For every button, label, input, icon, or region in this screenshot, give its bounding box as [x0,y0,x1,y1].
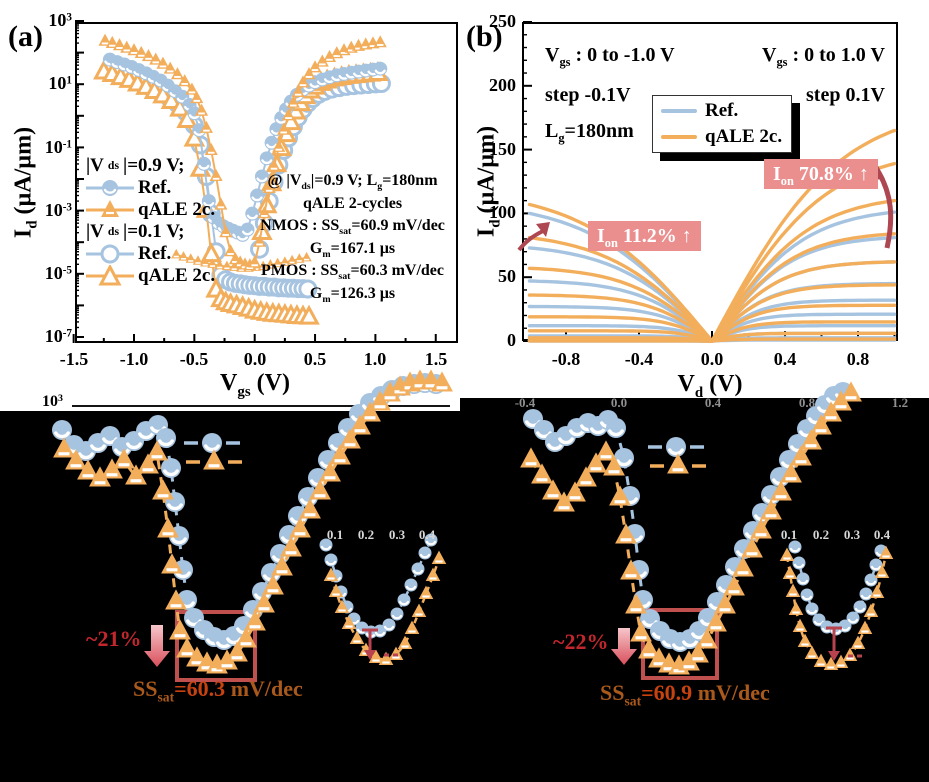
ss-sub: sat [624,693,642,709]
panel-a-xtick: 1.0 [363,349,387,369]
legend-item-label: qALE 2c. [138,265,216,286]
panel-a-ytick: 103 [48,10,72,30]
legend-item-ref: Ref. [661,100,783,122]
panel-c-reduction-label: ~21% [86,626,142,651]
legend-item-ref-09: Ref. [86,177,215,199]
legend-item-qale-01: qALE 2c. [86,265,215,287]
filled-triangle-marker-icon [86,200,134,217]
panel-a-xtick: 0.5 [303,349,327,369]
panel-d-remnant-xtick: 1.2 [891,395,909,410]
legend-group-vds01: |V ds |=0.1 V; [86,221,185,242]
ref-line-swatch-icon [661,109,697,113]
ss-prefix: SS [133,676,158,701]
panel-a-legend: |V ds |=0.9 V; Ref. qALE 2c. |V ds |=0.1 V; … [86,155,215,287]
panel-d-reduction-label: ~22% [553,629,609,654]
panel-c-remnant-ytick: 103 [42,393,63,410]
ion-gain-badge-nmos: Ion 70.8% ↑ [764,159,878,189]
ss-prefix: SS [600,680,625,705]
qale-line-swatch-icon [661,135,697,139]
panel-a-ytick: 10-7 [44,326,72,346]
panel-b-xtick: -0.8 [551,349,581,369]
panel-a-xtick: -1.0 [119,349,149,369]
legend-group-vds09: |V ds |=0.9 V; [86,155,185,176]
ss-value: =60.3 [174,676,226,701]
legend-item-qale: qALE 2c. [661,126,783,148]
legend-item-label: Ref. [138,243,172,264]
annotation-line: PMOS : SSsat=60.3 mV/dec [261,262,444,282]
panel-b-sweep-left: Vgs : 0 to -1.0 V [545,44,675,69]
open-triangle-marker-icon [86,265,134,286]
panel-a-xtick: 1.5 [424,349,448,369]
panel-c-inset-xtick: 0.2 [357,527,375,542]
panel-c-inset-xtick: 0.3 [388,527,406,542]
panel-a-x-axis-label: Vgs (V) [220,370,290,400]
panel-b-ytick: 100 [489,202,516,222]
panel-a-label: (a) [8,20,43,53]
panel-b-sweep-right: Vgs : 0 to 1.0 V [762,44,885,69]
panel-b-ytick: 250 [489,11,516,31]
panel-a-xtick: -0.5 [179,349,209,369]
panel-b-xtick: 0.8 [846,349,870,369]
legend-item-label: Ref. [138,177,172,198]
panel-d-remnant-xtick: 0.8 [798,395,816,410]
legend-item-qale-09: qALE 2c. [86,199,215,221]
panel-b-x-axis-label: Vd (V) [677,371,743,401]
panel-a-annotation: @ |Vds|=0.9 V; Lg=180nm qALE 2-cycles NM… [245,170,460,305]
panel-a-ytick: 10-5 [44,263,72,283]
annotation-line: Gm=126.3 µs [309,284,396,305]
panel-d-remnant-xtick: 0.4 [704,395,722,410]
panel-b-legend: Ref. qALE 2c. [652,95,792,153]
panel-a-ytick: 10-1 [44,137,72,157]
panel-a-xtick: -1.5 [59,349,89,369]
annotation-line: @ |Vds|=0.9 V; Lg=180nm [267,172,438,192]
legend-item-ref-01: Ref. [86,243,215,265]
panel-d-inset-xtick: 0.2 [812,527,830,542]
annotation-line: qALE 2-cycles [302,194,403,212]
panel-d-inset-xtick: 0.4 [873,527,891,542]
panel-c-inset-xtick: 0.4 [418,527,436,542]
panel-b-ytick: 200 [489,75,516,95]
panel-d-remnant-xtick: 0.0 [610,395,628,410]
panel-a-xtick: 0.0 [243,349,267,369]
panel-c-ss-label: SSsat=60.3 mV/dec [133,676,303,705]
panel-a-ytick: 101 [48,73,72,93]
panel-b-xtick: 0.0 [700,349,724,369]
panel-b-step-right: step 0.1V [806,84,885,106]
filled-circle-marker-icon [86,180,134,196]
panel-b-label: (b) [466,20,503,53]
panel-a-y-axis-label: Id (µA/µm) [10,126,41,239]
open-circle-marker-icon [86,244,134,264]
panel-d-remnant-xtick: -0.4 [514,395,536,410]
ion-gain-badge-pmos: Ion 11.2% ↑ [588,221,701,251]
panel-d-inset-xtick: 0.1 [780,527,798,542]
legend-item-label: Ref. [705,100,739,121]
panel-d-inset-xtick: 0.3 [843,527,861,542]
panel-b-y-axis-label: Id (µA/µm) [473,125,504,238]
panel-d-ss-label: SSsat=60.9 mV/dec [600,680,770,709]
panel-a-ytick: 10-3 [44,200,72,220]
panel-b-xtick: 0.4 [773,349,797,369]
panel-d-background [460,398,929,782]
ss-value: =60.9 [641,680,693,705]
panel-b-lg: Lg=180nm [545,120,634,145]
legend-item-label: qALE 2c. [138,199,216,220]
panel-b-ytick: 150 [489,139,516,159]
panel-c-background [0,411,463,782]
panel-b-ytick: 0 [507,330,516,350]
annotation-line: NMOS : SSsat=60.9 mV/dec [260,217,445,237]
legend-item-label: qALE 2c. [705,126,783,147]
panel-b-ytick: 50 [498,266,516,286]
ss-unit: mV/dec [692,680,770,705]
panel-b-xtick: -0.4 [624,349,654,369]
panel-c-top-axis-line [72,405,450,407]
annotation-line: Gm=167.1 µs [309,239,396,260]
panel-c-inset-xtick: 0.1 [326,527,344,542]
ss-sub: sat [157,689,175,705]
panel-b-step-left: step -0.1V [545,84,631,106]
ss-unit: mV/dec [225,676,303,701]
